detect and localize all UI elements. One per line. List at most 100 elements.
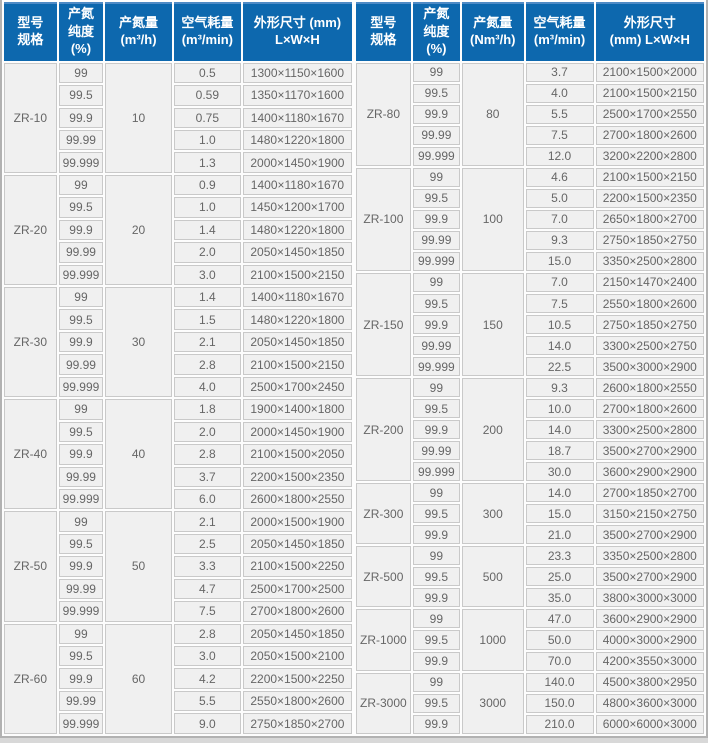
purity-cell: 99.9 <box>412 588 460 608</box>
air-cell: 3.7 <box>525 62 594 82</box>
spec-row: 99.5 15.0 3150×2150×2750 <box>356 504 704 524</box>
model-cell: ZR-40 <box>4 399 57 510</box>
dims-cell: 4800×3600×3000 <box>595 693 704 713</box>
output-cell: 50 <box>105 511 172 622</box>
dims-cell: 2200×1500×2350 <box>595 188 704 208</box>
spec-row: ZR-40 99 40 1.8 1900×1400×1800 <box>4 399 352 510</box>
spec-row: 99.5 10.0 2700×1800×2600 <box>356 399 704 419</box>
dims-cell: 2700×1800×2600 <box>242 601 352 622</box>
spec-row: 99.99 2.8 2100×1500×2150 <box>4 354 352 375</box>
model-cell: ZR-10 <box>4 62 57 173</box>
output-cell: 500 <box>461 546 524 608</box>
dims-cell: 3600×2900×2900 <box>595 609 704 629</box>
purity-cell: 99.5 <box>412 399 460 419</box>
output-cell: 150 <box>461 272 524 377</box>
purity-cell: 99.999 <box>58 376 104 398</box>
dims-cell: 1300×1150×1600 <box>242 62 352 84</box>
dims-cell: 2550×1800×2600 <box>595 293 704 314</box>
air-cell: 3.0 <box>173 646 241 667</box>
dims-cell: 2050×1450×1850 <box>242 242 352 263</box>
air-cell: 15.0 <box>525 251 594 271</box>
purity-cell: 99 <box>412 378 460 398</box>
spec-row: 99.9 1.4 1480×1220×1800 <box>4 219 352 241</box>
air-cell: 1.3 <box>173 152 241 173</box>
dims-cell: 3500×3000×2900 <box>595 357 704 377</box>
dims-cell: 2750×1850×2700 <box>242 713 352 734</box>
left-header-purity: 产氮 纯度 (%) <box>58 2 104 61</box>
purity-cell: 99 <box>412 272 460 292</box>
air-cell: 18.7 <box>525 441 594 461</box>
output-cell: 40 <box>105 399 172 510</box>
purity-cell: 99.99 <box>412 230 460 250</box>
purity-cell: 99.9 <box>412 104 460 124</box>
dims-cell: 1450×1200×1700 <box>242 197 352 218</box>
air-cell: 1.4 <box>173 219 241 241</box>
spec-row: 99.999 9.0 2750×1850×2700 <box>4 713 352 734</box>
purity-cell: 99.99 <box>412 336 460 356</box>
output-cell: 3000 <box>461 672 524 734</box>
spec-row: ZR-100 99 100 4.6 2100×1500×2150 <box>356 167 704 271</box>
purity-cell: 99.999 <box>412 462 460 482</box>
purity-cell: 99.5 <box>58 197 104 218</box>
purity-cell: 99.9 <box>412 651 460 671</box>
air-cell: 2.8 <box>173 354 241 375</box>
air-cell: 15.0 <box>525 504 594 524</box>
air-cell: 10.0 <box>525 399 594 419</box>
air-cell: 1.4 <box>173 287 241 308</box>
air-cell: 7.5 <box>525 293 594 314</box>
right-header-row: 型号 规格 产氮 纯度 (%) 产氮量 (Nm³/h) 空气耗量 (m³/min) 外形尺… <box>356 2 704 61</box>
purity-cell: 99.5 <box>58 421 104 443</box>
spec-row: 99.5 150.0 4800×3600×3000 <box>356 693 704 713</box>
air-cell: 2.8 <box>173 623 241 645</box>
spec-row: 99.9 70.0 4200×3550×3000 <box>356 651 704 671</box>
air-cell: 9.0 <box>173 713 241 734</box>
air-cell: 14.0 <box>525 420 594 440</box>
dims-cell: 2100×1500×2150 <box>242 264 352 286</box>
dims-cell: 2000×1500×1900 <box>242 511 352 532</box>
purity-cell: 99 <box>412 546 460 566</box>
spec-row: 99.9 2.8 2100×1500×2050 <box>4 444 352 465</box>
spec-row: 99.9 5.5 2500×1700×2550 <box>356 104 704 124</box>
purity-cell: 99 <box>412 167 460 187</box>
purity-cell: 99.999 <box>58 601 104 622</box>
air-cell: 5.5 <box>173 690 241 712</box>
left-header-row: 型号 规格 产氮 纯度 (%) 产氮量 (m³/h) 空气耗量 (m³/min) 外形尺寸… <box>4 2 352 61</box>
model-cell: ZR-200 <box>356 378 411 482</box>
air-cell: 47.0 <box>525 609 594 629</box>
output-cell: 60 <box>105 623 172 734</box>
spec-row: 99.999 15.0 3350×2500×2800 <box>356 251 704 271</box>
right-header-dims: 外形尺寸 (mm) L×W×H <box>595 2 704 61</box>
air-cell: 7.0 <box>525 272 594 292</box>
model-cell: ZR-50 <box>4 511 57 622</box>
model-cell: ZR-80 <box>356 62 411 166</box>
purity-cell: 99.5 <box>412 504 460 524</box>
spec-row: 99.5 0.59 1350×1170×1600 <box>4 85 352 106</box>
dims-cell: 2750×1850×2750 <box>595 315 704 335</box>
air-cell: 150.0 <box>525 693 594 713</box>
spec-row: 99.999 4.0 2500×1700×2450 <box>4 376 352 398</box>
air-cell: 14.0 <box>525 483 594 503</box>
purity-cell: 99.99 <box>412 125 460 145</box>
dims-cell: 2600×1800×2550 <box>242 488 352 510</box>
spec-row: 99.5 5.0 2200×1500×2350 <box>356 188 704 208</box>
spec-row: ZR-10 99 10 0.5 1300×1150×1600 <box>4 62 352 173</box>
spec-row: ZR-200 99 200 9.3 2600×1800×2550 <box>356 378 704 482</box>
purity-cell: 99 <box>412 672 460 692</box>
output-cell: 10 <box>105 62 172 173</box>
purity-cell: 99 <box>58 62 104 84</box>
purity-cell: 99.9 <box>58 107 104 128</box>
air-cell: 4.2 <box>173 668 241 689</box>
spec-row: 99.5 50.0 4000×3000×2900 <box>356 630 704 650</box>
spec-row: 99.9 0.75 1400×1180×1670 <box>4 107 352 128</box>
purity-cell: 99.5 <box>412 630 460 650</box>
air-cell: 4.6 <box>525 167 594 187</box>
purity-cell: 99.9 <box>58 556 104 577</box>
purity-cell: 99 <box>412 62 460 82</box>
dims-cell: 3800×3000×3000 <box>595 588 704 608</box>
purity-cell: 99 <box>58 174 104 196</box>
left-header-dims: 外形尺寸 (mm) L×W×H <box>242 2 352 61</box>
purity-cell: 99 <box>412 609 460 629</box>
air-cell: 140.0 <box>525 672 594 692</box>
air-cell: 12.0 <box>525 146 594 166</box>
model-cell: ZR-100 <box>356 167 411 271</box>
